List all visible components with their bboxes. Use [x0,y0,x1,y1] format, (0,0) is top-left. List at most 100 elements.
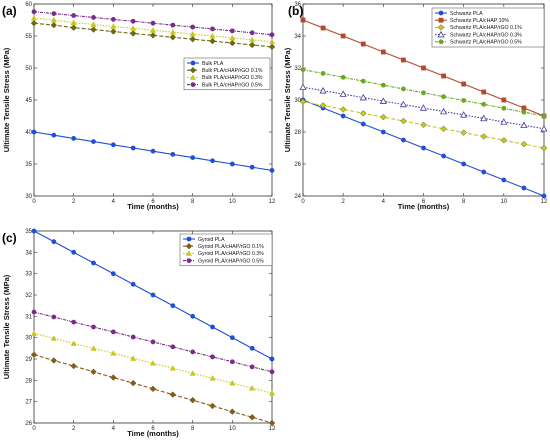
data-point [130,18,136,24]
x-tick-label: 6 [151,199,155,205]
data-point [110,23,117,29]
legend-marker [189,66,197,74]
data-point [229,359,235,365]
data-point [31,309,37,315]
data-point [110,142,116,148]
data-point [90,345,97,351]
data-point [461,81,467,87]
data-point [401,137,406,143]
y-tick-label: 35 [25,162,32,168]
x-tick-label: 12 [269,199,276,205]
data-point [210,354,215,360]
data-point [31,129,37,135]
x-tick-label: 6 [151,426,155,432]
y-axis-label: Ultimate Tensile Stress (MPa) [2,47,11,152]
y-tick-label: 34 [294,34,301,40]
data-point [441,73,446,79]
data-point [420,121,427,129]
data-point [319,86,327,94]
x-tick-label: 0 [301,199,305,205]
data-point [320,71,326,76]
data-point [481,89,487,95]
data-point [400,117,407,125]
data-point [269,369,275,375]
x-tick-label: 6 [422,199,426,205]
data-point [480,133,488,140]
data-point [339,90,347,97]
data-point [249,345,255,351]
data-point [91,324,96,330]
data-point [319,102,327,109]
legend-entry: Schwartz PLA/cHAP/rGO 0.1% [450,25,522,31]
data-point [71,249,77,255]
data-point [229,161,235,167]
data-point [51,314,57,320]
data-point [340,74,346,80]
data-point [379,97,387,104]
data-point [209,37,216,45]
legend-entry: Gyroid PLA/cHAP/rGO 0.1% [198,244,264,250]
data-point [149,32,157,39]
y-tick-label: 28 [25,378,32,384]
data-point [130,145,136,151]
data-point [268,38,276,45]
data-point [110,28,117,35]
data-point [51,132,57,138]
legend-marker [438,39,444,45]
data-point [440,107,448,115]
y-tick-label: 24 [294,194,301,200]
data-point [70,19,77,25]
data-series [30,330,276,396]
data-series [31,129,275,173]
data-point [110,329,116,335]
data-point [190,155,196,160]
data-series [31,309,275,375]
x-tick-label: 4 [112,199,116,205]
data-series [299,83,548,132]
data-point [189,30,196,37]
data-point [229,28,235,34]
legend-marker [185,242,193,250]
legend-entry: Bulk PLA/cHAP/rGO 0.3% [202,75,263,81]
panel-label: (a) [2,4,17,18]
data-point [229,379,236,386]
data-point [520,121,528,128]
x-tick-label: 10 [229,426,236,432]
data-point [421,65,426,71]
data-point [300,67,306,72]
data-point [71,135,77,141]
y-tick-label: 55 [25,34,32,40]
y-axis-label: Ultimate Tensile Stress (MPa) [2,274,11,379]
x-tick-label: 0 [32,199,36,205]
y-tick-label: 31 [25,314,32,320]
data-point [401,57,406,63]
data-point [249,164,255,170]
data-point [150,148,156,154]
data-point [50,357,58,364]
data-point [501,97,507,103]
data-point [541,113,547,119]
y-tick-label: 26 [294,162,301,168]
y-tick-label: 30 [25,336,32,342]
data-point [481,169,487,175]
data-point [248,413,256,421]
data-point [269,356,275,362]
data-point [229,34,236,41]
data-point [70,362,77,370]
data-point [149,385,157,393]
data-point [360,78,366,84]
data-point [480,114,488,122]
data-point [190,24,196,30]
x-axis-label: Time (months) [127,202,179,211]
data-point [130,281,136,287]
data-point [249,36,256,43]
data-point [340,113,346,119]
data-point [30,14,38,21]
data-point [31,9,37,15]
data-point [129,30,137,37]
data-point [190,349,196,355]
data-point [360,41,366,47]
